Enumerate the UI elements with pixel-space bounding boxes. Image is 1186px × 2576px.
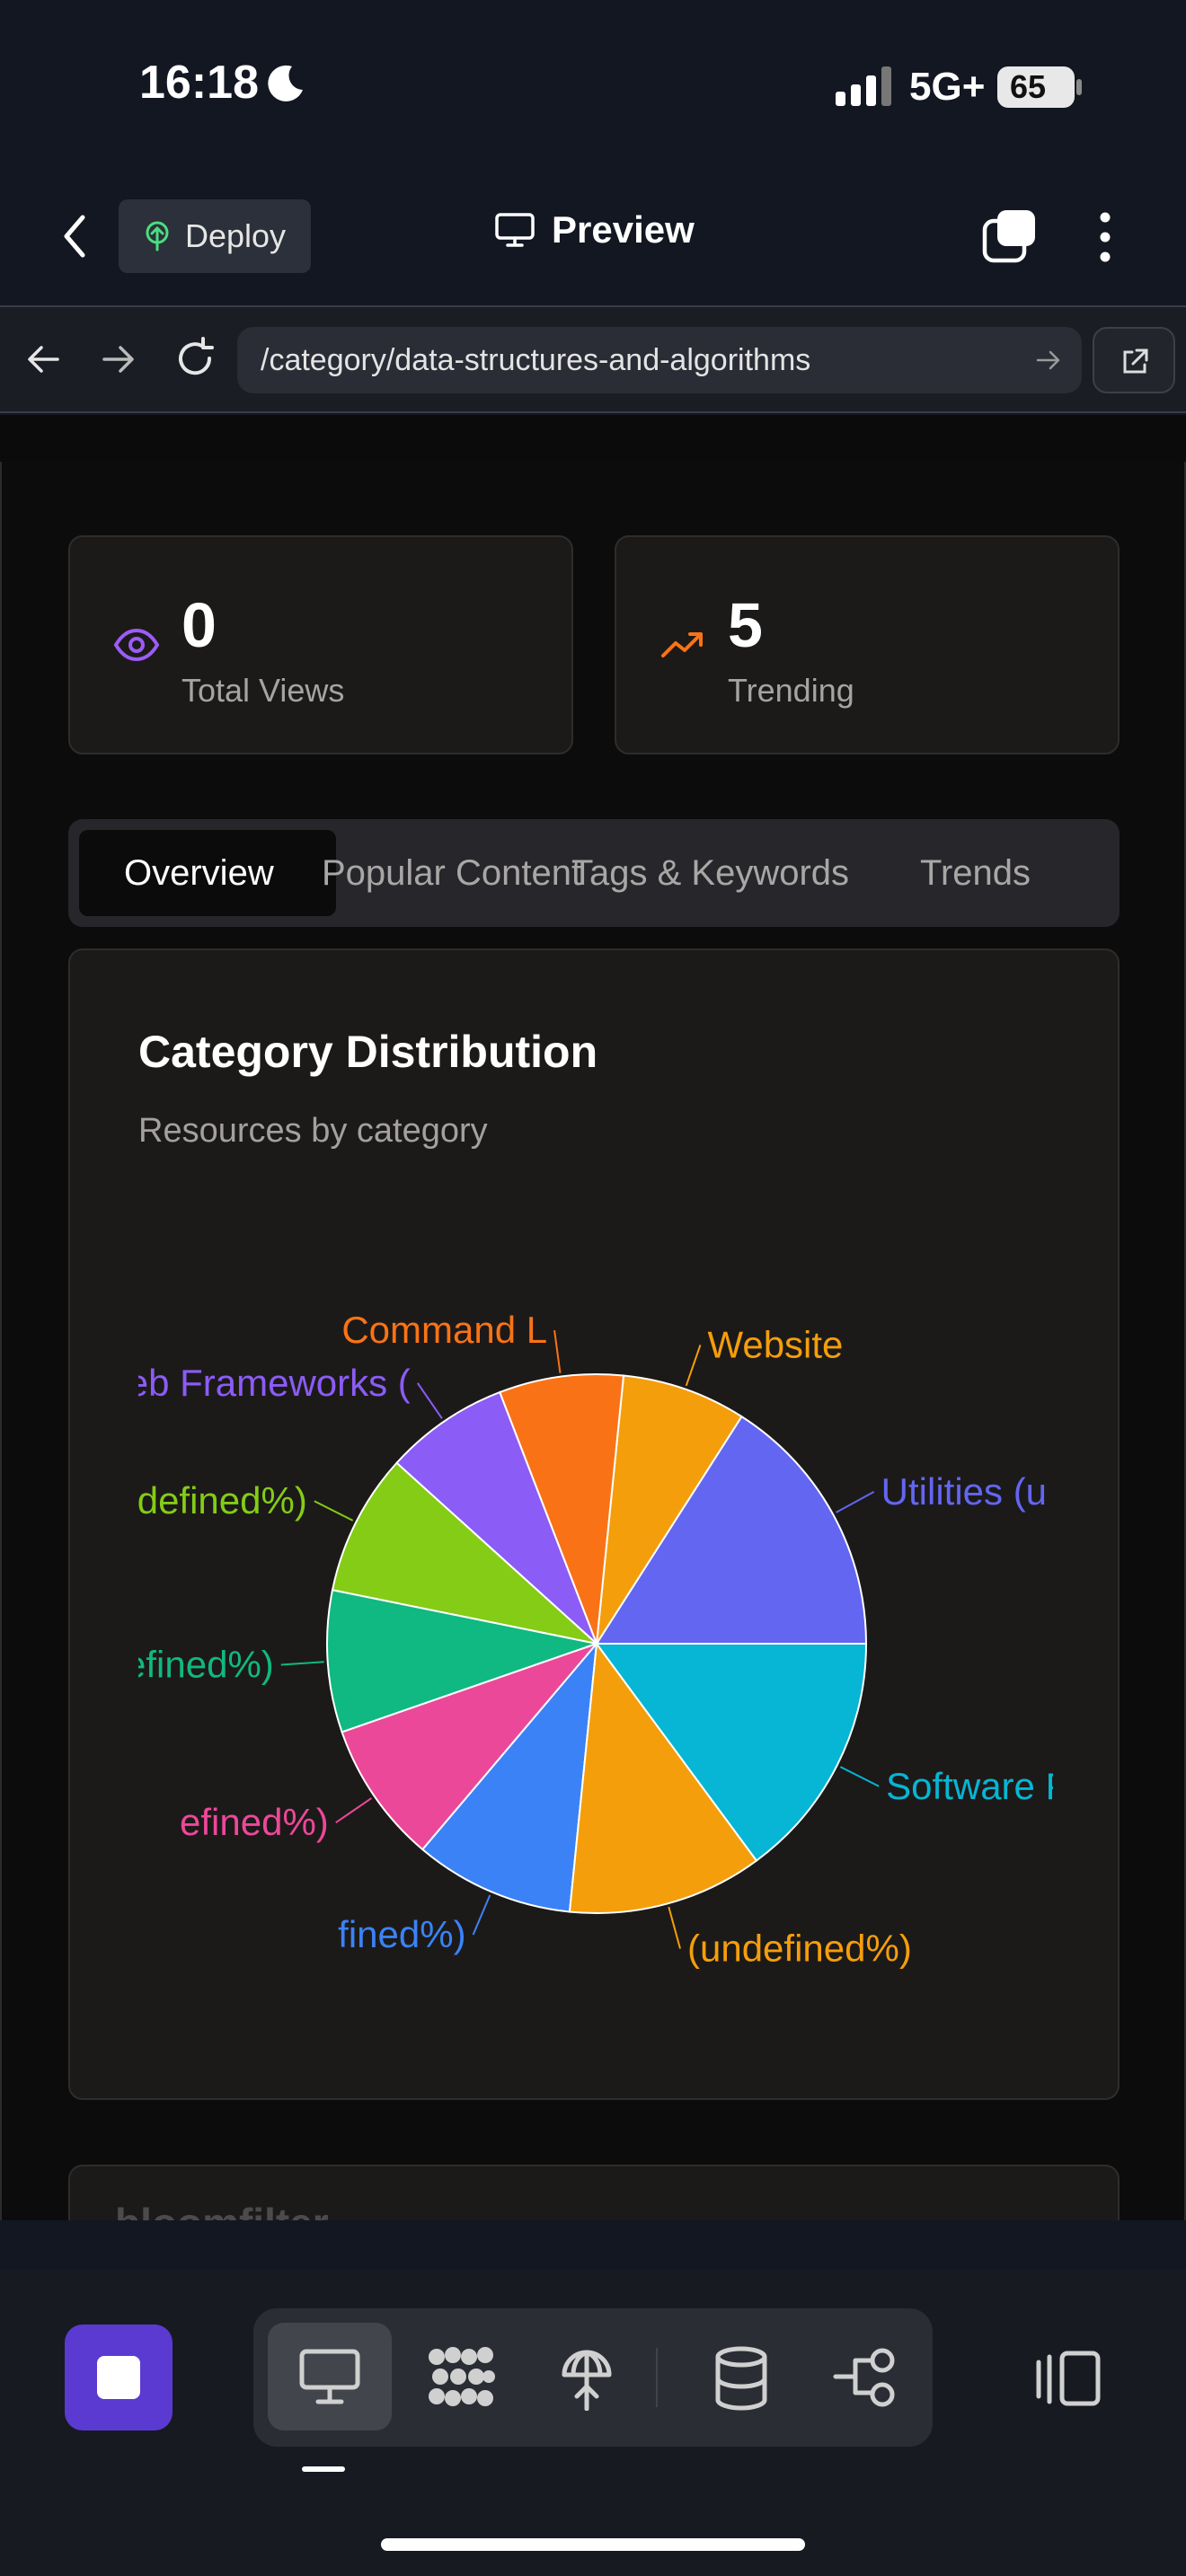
pie-slice-label: efined%) — [180, 1801, 329, 1843]
pie-slice[interactable] — [341, 1641, 600, 1851]
stat-value: 0 — [181, 590, 217, 660]
pie-label-line — [836, 1490, 875, 1513]
deploy-label: Deploy — [185, 217, 287, 254]
stat-label: Total Views — [181, 672, 345, 709]
deploy-button[interactable]: Deploy — [119, 199, 311, 273]
open-external-button[interactable] — [1093, 327, 1175, 393]
back-button[interactable] — [56, 212, 95, 260]
tab-popular-content[interactable]: Popular Content — [322, 853, 582, 893]
tab-tags-keywords[interactable]: Tags & Keywords — [571, 853, 850, 893]
pie-slice-label: Web Frameworks ( — [93, 1362, 411, 1404]
grid-dots-icon — [429, 2347, 495, 2406]
pie-slice-label: g (undefined%) — [70, 1644, 274, 1686]
deploy-icon — [146, 221, 169, 251]
category-distribution-card: Category Distribution Resources by categ… — [68, 948, 1120, 2100]
stat-card-trending: 5 Trending — [615, 535, 1120, 754]
signal-icon — [836, 66, 891, 106]
stop-icon — [97, 2356, 140, 2399]
chart-title: Category Distribution — [138, 1027, 598, 1077]
pie-slice[interactable] — [326, 1589, 600, 1734]
browser-forward-icon[interactable] — [99, 340, 138, 379]
pie-label-line — [416, 1382, 443, 1419]
active-tab-indicator — [302, 2466, 345, 2472]
pie-slice[interactable] — [395, 1390, 597, 1645]
trending-up-icon — [661, 632, 703, 657]
browser-back-icon[interactable] — [23, 340, 63, 379]
pie-chart: Utilities (u Website Command L Web Framewor… — [70, 1309, 1120, 1969]
pie-slice-label: Website — [707, 1323, 843, 1365]
preview-title: Preview — [494, 208, 695, 251]
page-content: 0 Total Views 5 Trending Overview Popula… — [0, 462, 1186, 2220]
resource-title: bloomfilter — [115, 2199, 329, 2220]
pie-slice[interactable] — [420, 1640, 598, 1913]
panel-toggle-icon[interactable] — [1033, 2350, 1102, 2407]
monitor-icon — [495, 213, 535, 247]
go-arrow-icon[interactable] — [1033, 345, 1064, 375]
preview-label: Preview — [552, 208, 695, 251]
url-field[interactable]: /category/data-structures-and-algorithms — [237, 327, 1082, 393]
pie-label-line — [472, 1894, 491, 1936]
battery-indicator: 65 — [997, 66, 1075, 108]
pie-label-line — [668, 1906, 681, 1949]
preview-view-button[interactable] — [268, 2323, 392, 2430]
database-view-button[interactable] — [679, 2323, 803, 2430]
pie-slice-label: (undefined%) — [687, 1927, 912, 1969]
stat-value: 5 — [728, 590, 763, 660]
pie-slice-label: Software Packages (ur — [886, 1765, 1120, 1807]
pie-slice[interactable] — [498, 1373, 625, 1645]
monitor-icon — [299, 2349, 360, 2404]
database-icon — [715, 2346, 767, 2411]
tab-trends[interactable]: Trends — [920, 853, 1031, 893]
pie-slice-label: Testing (undefined%) — [70, 1479, 307, 1522]
pie-slice[interactable] — [568, 1641, 758, 1914]
pie-slice-label: Command L — [341, 1309, 547, 1351]
battery-tip — [1076, 79, 1082, 95]
tab-bar: Overview Popular Content Tags & Keywords… — [68, 819, 1120, 927]
agents-view-button[interactable] — [397, 2323, 521, 2430]
pie-slice-label: fined%) — [338, 1913, 465, 1955]
deploy-view-button[interactable] — [525, 2323, 649, 2430]
stat-label: Trending — [728, 672, 854, 709]
tab-overview[interactable]: Overview — [79, 830, 336, 916]
reload-icon[interactable] — [173, 336, 217, 381]
workflow-icon — [833, 2348, 895, 2407]
stat-card-total-views: 0 Total Views — [68, 535, 573, 754]
stop-button[interactable] — [65, 2325, 173, 2430]
home-indicator — [381, 2538, 805, 2551]
pie-slice[interactable] — [595, 1643, 868, 1862]
moon-icon — [268, 65, 303, 101]
toolbar-divider — [656, 2348, 658, 2407]
preview-viewport: 0 Total Views 5 Trending Overview Popula… — [0, 415, 1186, 2220]
pie-slice[interactable] — [596, 1374, 743, 1645]
network-type: 5G+ — [909, 65, 986, 109]
pie-label-line — [280, 1661, 324, 1666]
pie-label-line — [685, 1345, 702, 1387]
pie-label-line — [335, 1797, 372, 1824]
pie-slice[interactable] — [595, 1415, 868, 1645]
resource-card[interactable]: bloomfilter — [68, 2165, 1120, 2220]
chart-subtitle: Resources by category — [138, 1112, 488, 1150]
pie-slice-label: Utilities (u — [881, 1470, 1047, 1513]
external-link-icon — [1123, 348, 1148, 374]
view-switcher — [253, 2308, 933, 2447]
windows-icon[interactable] — [981, 208, 1039, 266]
pie-label-line — [314, 1500, 354, 1522]
more-options-icon[interactable] — [1089, 208, 1121, 266]
pie-label-line — [839, 1766, 880, 1787]
pie-slice[interactable] — [331, 1461, 600, 1645]
deploy-icon — [562, 2350, 612, 2411]
eye-icon — [113, 628, 160, 662]
workflow-view-button[interactable] — [801, 2323, 925, 2430]
status-time: 16:18 — [139, 57, 259, 109]
pie-label-line — [553, 1330, 562, 1373]
